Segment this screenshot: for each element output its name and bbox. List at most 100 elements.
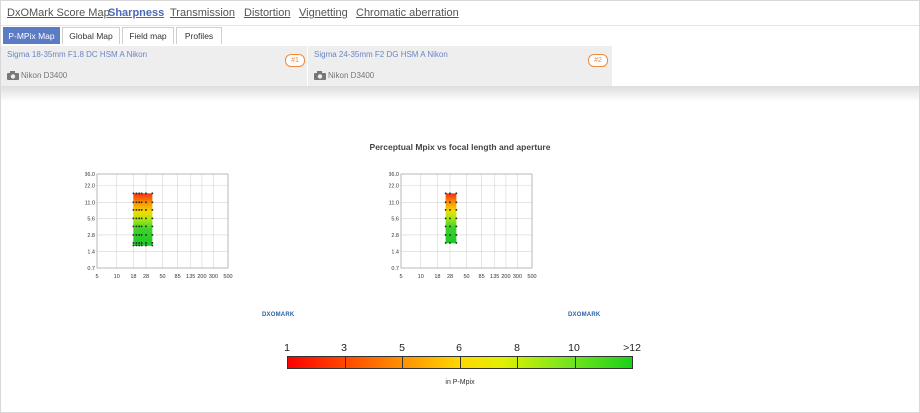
x-tick-label: 200: [197, 274, 206, 280]
heatmap-cell: [133, 206, 153, 209]
lens-name-2[interactable]: Sigma 24-35mm F2 DG HSM A Nikon: [314, 50, 448, 59]
y-tick-label: 36.0: [85, 172, 95, 178]
sample-point: [449, 225, 451, 228]
heatmap-cell: [133, 241, 153, 244]
sample-point: [135, 225, 138, 228]
heatmap-cell: [445, 193, 457, 196]
sample-point: [444, 225, 447, 228]
heatmap-cell: [445, 209, 457, 213]
lens-name-1[interactable]: Sigma 18-35mm F1.8 DC HSM A Nikon: [7, 50, 148, 59]
heatmap-cell: [445, 203, 457, 207]
sample-point: [138, 244, 140, 247]
sample-point: [135, 209, 138, 211]
heatmap-cell: [445, 216, 457, 219]
lens-panel-2: Sigma 24-35mm F2 DG HSM A Nikon #2 Nikon…: [308, 46, 613, 86]
heatmap-cell: [133, 208, 153, 212]
heatmap-cell: [133, 238, 153, 242]
dxomark-logo-1: DXOMARK: [262, 312, 295, 318]
heatmap-cell: [133, 219, 153, 222]
legend-color-bar: [287, 356, 633, 369]
nav-distortion[interactable]: Distortion: [244, 7, 291, 19]
x-tick-label: 500: [223, 274, 232, 280]
legend-label-10: 10: [568, 342, 580, 354]
nav-transmission[interactable]: Transmission: [170, 7, 235, 19]
x-tick-label: 5: [399, 274, 402, 280]
sample-point: [140, 225, 143, 228]
tab-field-map[interactable]: Field map: [122, 27, 174, 44]
legend-label-8: 8: [514, 342, 520, 354]
sample-point: [140, 192, 143, 195]
camera-icon: [314, 71, 326, 80]
x-tick-label: 200: [501, 274, 510, 280]
y-tick-label: 11.0: [85, 200, 95, 206]
sample-point: [140, 242, 143, 244]
nav-dxomark-score-map[interactable]: DxOMark Score Map: [7, 7, 110, 19]
sample-point: [138, 192, 140, 195]
sample-point: [145, 244, 147, 247]
sample-point: [132, 201, 135, 204]
sample-point: [455, 201, 458, 204]
sample-point: [132, 234, 135, 236]
sample-point: [132, 244, 135, 247]
sample-point: [138, 209, 140, 211]
sample-point: [455, 225, 458, 228]
sample-point: [151, 234, 154, 236]
x-tick-label: 135: [490, 274, 499, 280]
x-tick-label: 28: [447, 274, 453, 280]
sample-point: [145, 234, 147, 236]
sample-point: [455, 209, 458, 211]
sample-point: [135, 192, 138, 195]
sample-point: [151, 242, 154, 244]
heatmap-cell: [445, 195, 457, 198]
camera-name-1: Nikon D3400: [21, 71, 68, 80]
sample-point: [145, 192, 147, 195]
camera-1: Nikon D3400: [7, 71, 67, 80]
sample-point: [138, 242, 140, 244]
heatmap-cell: [445, 234, 457, 238]
rank-badge-2: #2: [588, 54, 608, 67]
legend-tick: [575, 357, 576, 368]
camera-2: Nikon D3400: [314, 71, 374, 80]
heatmap-cell: [445, 214, 457, 217]
x-tick-label: 18: [434, 274, 440, 280]
tab-profiles[interactable]: Profiles: [176, 27, 222, 44]
legend-label-3: 3: [341, 342, 347, 354]
y-tick-label: 2.8: [87, 233, 95, 239]
chart-2: 0.7 1.4 2.8 5.6 11.0 22.0 36.0 5 10 18 28 50 85 135 20…: [389, 172, 537, 280]
camera-name-2: Nikon D3400: [328, 71, 375, 80]
x-tick-label: 500: [527, 274, 536, 280]
tab-global-map[interactable]: Global Map: [62, 27, 120, 44]
nav-vignetting[interactable]: Vignetting: [299, 7, 348, 19]
heatmap-cell: [445, 226, 457, 229]
heatmap-cell: [445, 218, 457, 221]
sample-point: [444, 201, 447, 204]
heatmap-cell: [445, 222, 457, 225]
sample-point: [444, 234, 447, 236]
tab-p-mpix-map[interactable]: P-MPix Map: [3, 27, 60, 44]
y-tick-label: 2.8: [391, 233, 399, 239]
sample-point: [449, 209, 451, 211]
sample-point: [135, 217, 138, 220]
sample-point: [135, 234, 138, 236]
heatmap-cell: [445, 236, 457, 240]
nav-sharpness[interactable]: Sharpness: [108, 7, 165, 19]
x-tick-label: 10: [114, 274, 120, 280]
heatmap-cell: [133, 217, 153, 220]
x-tick-label: 85: [479, 274, 485, 280]
sample-point: [132, 217, 135, 220]
nav-chromatic-aberration[interactable]: Chromatic aberration: [356, 7, 459, 19]
sample-point: [444, 192, 447, 195]
x-tick-label: 50: [159, 274, 165, 280]
y-tick-label: 22.0: [389, 184, 399, 190]
sample-point: [138, 234, 140, 236]
heatmap-cell: [133, 234, 153, 238]
heatmap-cell: [133, 232, 153, 235]
sample-point: [151, 225, 154, 228]
heatmap-cell: [133, 195, 153, 198]
rank-badge-1: #1: [285, 54, 305, 67]
sample-point: [151, 201, 154, 204]
legend-label-6: 6: [456, 342, 462, 354]
sample-point: [140, 201, 143, 204]
chart-title: Perceptual Mpix vs focal length and aper…: [369, 142, 551, 152]
legend-unit: in P-Mpix: [445, 379, 475, 386]
